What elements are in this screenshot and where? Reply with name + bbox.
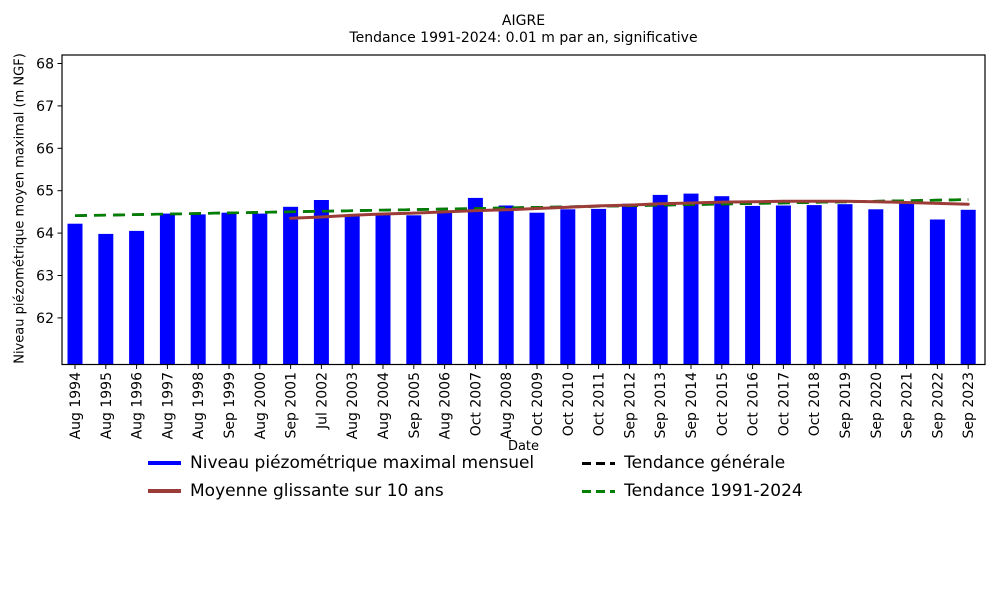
chart-title: AIGRE — [501, 13, 546, 29]
bar-aug-2006 — [437, 211, 453, 365]
bar-aug-2008 — [498, 205, 514, 365]
legend-label-trend-1991-2024: Tendance 1991-2024 — [624, 481, 803, 501]
bar-aug-1996 — [129, 230, 145, 365]
bar-sep-1999 — [221, 212, 237, 365]
x-tick-label-aug-2003: Aug 2003 — [345, 372, 361, 439]
legend-label-rolling-mean: Moyenne glissante sur 10 ans — [190, 481, 444, 501]
x-tick-label-aug-1995: Aug 1995 — [99, 372, 115, 439]
bar-oct-2007 — [467, 197, 483, 365]
x-tick-label-aug-2006: Aug 2006 — [438, 372, 454, 440]
x-tick-label-aug-2000: Aug 2000 — [253, 372, 269, 439]
bar-aug-2000 — [252, 213, 268, 365]
legend-item-rolling-mean: Moyenne glissante sur 10 ans — [148, 477, 534, 505]
plot-frame — [61, 54, 986, 366]
x-tick-label-oct-2010: Oct 2010 — [561, 372, 577, 436]
x-tick-label-oct-2015: Oct 2015 — [715, 372, 731, 436]
y-axis-label: Niveau piézométrique moyen maximal (m NG… — [12, 53, 28, 364]
bar-sep-2019 — [837, 204, 853, 365]
bar-sep-2022 — [929, 219, 945, 365]
bar-oct-2015 — [714, 196, 730, 365]
x-axis-label: Date — [507, 439, 540, 454]
x-tick-label-aug-1998: Aug 1998 — [191, 372, 207, 439]
bar-sep-2001 — [283, 206, 299, 365]
bar-sep-2013 — [652, 194, 668, 365]
legend-label-bars: Niveau piézométrique maximal mensuel — [190, 453, 535, 473]
x-tick-label-sep-2023: Sep 2023 — [961, 372, 977, 438]
bar-sep-2005 — [406, 215, 422, 365]
legend-column-1: Niveau piézométrique maximal mensuel Moy… — [148, 449, 534, 505]
y-tick-label-68: 68 — [36, 57, 54, 73]
bar-sep-2021 — [899, 202, 915, 365]
bar-oct-2017 — [775, 205, 791, 365]
bar-jul-2002 — [313, 200, 329, 365]
legend-swatch-green-dashed — [582, 489, 616, 493]
bar-oct-2009 — [529, 212, 545, 365]
y-tick-label-65: 65 — [36, 184, 54, 200]
bar-sep-2014 — [683, 193, 699, 365]
x-tick-label-oct-2007: Oct 2007 — [468, 372, 484, 436]
legend-swatch-black-dashed — [582, 461, 616, 465]
y-tick-label-63: 63 — [36, 269, 54, 285]
y-tick-label-64: 64 — [36, 226, 54, 242]
bar-sep-2023 — [960, 209, 976, 365]
chart-legend: Niveau piézométrique maximal mensuel Moy… — [148, 449, 803, 505]
y-tick-label-67: 67 — [36, 99, 54, 115]
legend-swatch-blue-line — [148, 461, 181, 465]
x-tick-label-aug-1994: Aug 1994 — [68, 372, 84, 440]
bar-aug-2003 — [344, 215, 360, 365]
legend-item-trend-1991-2024: Tendance 1991-2024 — [582, 477, 803, 505]
legend-column-2: Tendance générale Tendance 1991-2024 — [582, 449, 803, 505]
bar-oct-2011 — [591, 208, 607, 365]
bar-aug-1997 — [159, 213, 175, 365]
x-tick-label-sep-2005: Sep 2005 — [407, 372, 423, 438]
x-tick-label-aug-1996: Aug 1996 — [130, 372, 146, 440]
x-tick-label-aug-2004: Aug 2004 — [376, 372, 392, 440]
x-tick-label-sep-2014: Sep 2014 — [684, 372, 700, 439]
x-tick-label-sep-2019: Sep 2019 — [838, 372, 854, 438]
legend-item-bars: Niveau piézométrique maximal mensuel — [148, 449, 534, 477]
bar-aug-1995 — [98, 233, 114, 365]
x-tick-label-oct-2009: Oct 2009 — [530, 372, 546, 436]
x-tick-label-sep-2001: Sep 2001 — [284, 372, 300, 438]
x-tick-label-sep-2021: Sep 2021 — [900, 372, 916, 438]
bar-oct-2010 — [560, 209, 576, 365]
legend-swatch-brown-line — [148, 489, 181, 493]
x-tick-label-jul-2002: Jul 2002 — [314, 372, 330, 430]
x-tick-label-sep-1999: Sep 1999 — [222, 372, 238, 438]
x-tick-label-oct-2017: Oct 2017 — [776, 372, 792, 436]
bar-aug-2004 — [375, 214, 391, 365]
x-tick-label-oct-2011: Oct 2011 — [592, 372, 608, 436]
x-tick-label-sep-2012: Sep 2012 — [622, 372, 638, 438]
x-tick-label-aug-2008: Aug 2008 — [499, 372, 515, 439]
y-tick-label-66: 66 — [36, 141, 54, 157]
x-tick-label-sep-2020: Sep 2020 — [869, 372, 885, 438]
x-tick-label-oct-2018: Oct 2018 — [807, 372, 823, 436]
bar-oct-2018 — [806, 205, 822, 365]
y-tick-label-62: 62 — [36, 311, 54, 327]
x-tick-label-aug-1997: Aug 1997 — [160, 372, 176, 439]
bar-oct-2016 — [745, 205, 761, 365]
legend-label-general-trend: Tendance générale — [624, 453, 786, 473]
x-tick-label-sep-2022: Sep 2022 — [930, 372, 946, 438]
chart-subtitle: Tendance 1991-2024: 0.01 m par an, signi… — [349, 30, 698, 46]
bar-aug-1994 — [67, 223, 83, 365]
x-tick-label-oct-2016: Oct 2016 — [746, 372, 762, 436]
x-tick-label-sep-2013: Sep 2013 — [653, 372, 669, 438]
legend-item-general-trend: Tendance générale — [582, 449, 803, 477]
rolling-mean-line — [289, 199, 970, 220]
bar-sep-2020 — [868, 209, 884, 365]
bar-sep-2012 — [621, 203, 637, 365]
bar-aug-1998 — [190, 214, 206, 365]
